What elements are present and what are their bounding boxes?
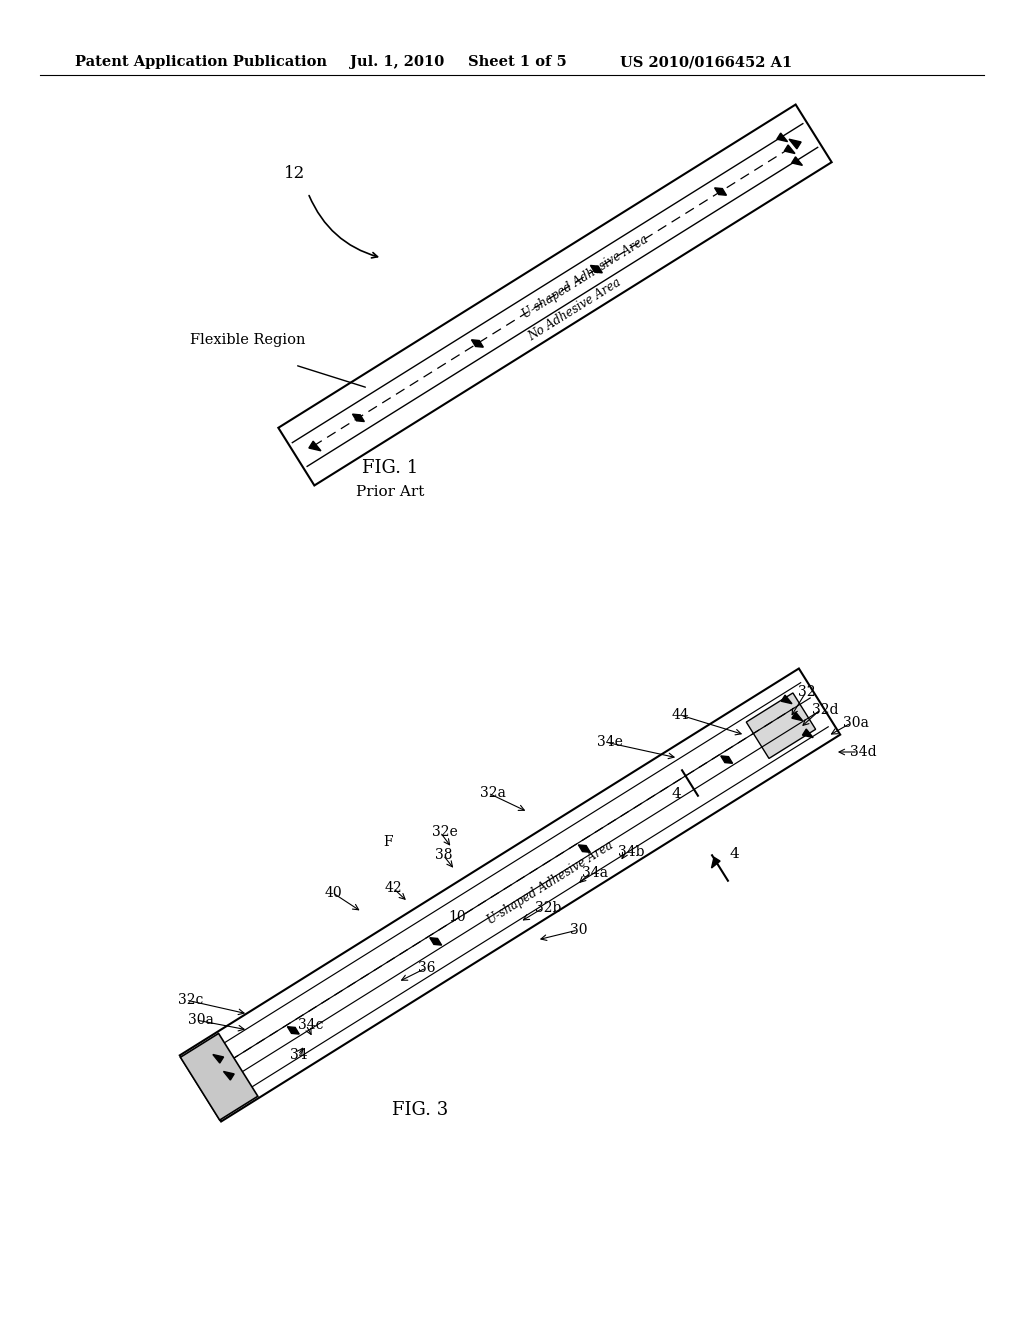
- Polygon shape: [781, 696, 792, 704]
- Text: 32c: 32c: [178, 993, 204, 1007]
- Polygon shape: [430, 937, 441, 945]
- Text: US 2010/0166452 A1: US 2010/0166452 A1: [620, 55, 793, 69]
- Polygon shape: [352, 414, 365, 421]
- Text: 34b: 34b: [618, 845, 644, 859]
- Polygon shape: [715, 187, 726, 195]
- Polygon shape: [784, 145, 795, 153]
- Polygon shape: [803, 729, 813, 738]
- Polygon shape: [721, 756, 732, 763]
- Text: 30a: 30a: [188, 1012, 214, 1027]
- Text: 12: 12: [285, 165, 305, 181]
- Polygon shape: [712, 857, 720, 869]
- Polygon shape: [309, 441, 321, 451]
- Polygon shape: [792, 157, 803, 165]
- Polygon shape: [279, 104, 831, 486]
- Polygon shape: [777, 133, 787, 141]
- Text: 34a: 34a: [582, 866, 608, 880]
- Text: Flexible Region: Flexible Region: [190, 333, 306, 347]
- Text: 30: 30: [570, 923, 588, 937]
- Text: FIG. 1: FIG. 1: [361, 459, 418, 477]
- Text: 4: 4: [730, 847, 739, 861]
- Text: 40: 40: [325, 886, 343, 900]
- Polygon shape: [790, 139, 801, 149]
- Text: No Adhesive Area: No Adhesive Area: [526, 276, 624, 345]
- Text: 4: 4: [672, 787, 682, 801]
- Polygon shape: [579, 845, 590, 853]
- Text: Sheet 1 of 5: Sheet 1 of 5: [468, 55, 566, 69]
- Text: F: F: [383, 836, 392, 849]
- Polygon shape: [471, 339, 483, 347]
- Text: 36: 36: [418, 961, 435, 975]
- Text: 34d: 34d: [850, 744, 877, 759]
- Text: 10: 10: [449, 909, 466, 924]
- Polygon shape: [180, 668, 841, 1122]
- Text: 32e: 32e: [432, 825, 458, 840]
- Text: Prior Art: Prior Art: [355, 484, 424, 499]
- Polygon shape: [591, 265, 602, 273]
- Polygon shape: [746, 693, 816, 759]
- Text: 34e: 34e: [597, 735, 623, 748]
- Text: 32b: 32b: [535, 902, 561, 915]
- Text: 38: 38: [435, 847, 453, 862]
- Text: 32a: 32a: [480, 785, 506, 800]
- Polygon shape: [288, 1027, 299, 1034]
- Text: U-shaped Adhesive Area: U-shaped Adhesive Area: [484, 838, 615, 927]
- Text: Jul. 1, 2010: Jul. 1, 2010: [350, 55, 444, 69]
- Polygon shape: [213, 1055, 223, 1063]
- Polygon shape: [180, 1034, 258, 1121]
- Text: U-shaped Adhesive Area: U-shaped Adhesive Area: [520, 232, 650, 321]
- Polygon shape: [792, 711, 803, 721]
- Text: FIG. 3: FIG. 3: [392, 1101, 449, 1119]
- Text: 34c: 34c: [298, 1018, 324, 1032]
- Text: 32: 32: [798, 685, 815, 700]
- Polygon shape: [223, 1072, 234, 1080]
- Text: 34: 34: [290, 1048, 307, 1063]
- Text: 30a: 30a: [843, 715, 869, 730]
- Text: 44: 44: [672, 708, 690, 722]
- Text: Patent Application Publication: Patent Application Publication: [75, 55, 327, 69]
- Text: 42: 42: [385, 880, 402, 895]
- Text: 32d: 32d: [812, 704, 839, 717]
